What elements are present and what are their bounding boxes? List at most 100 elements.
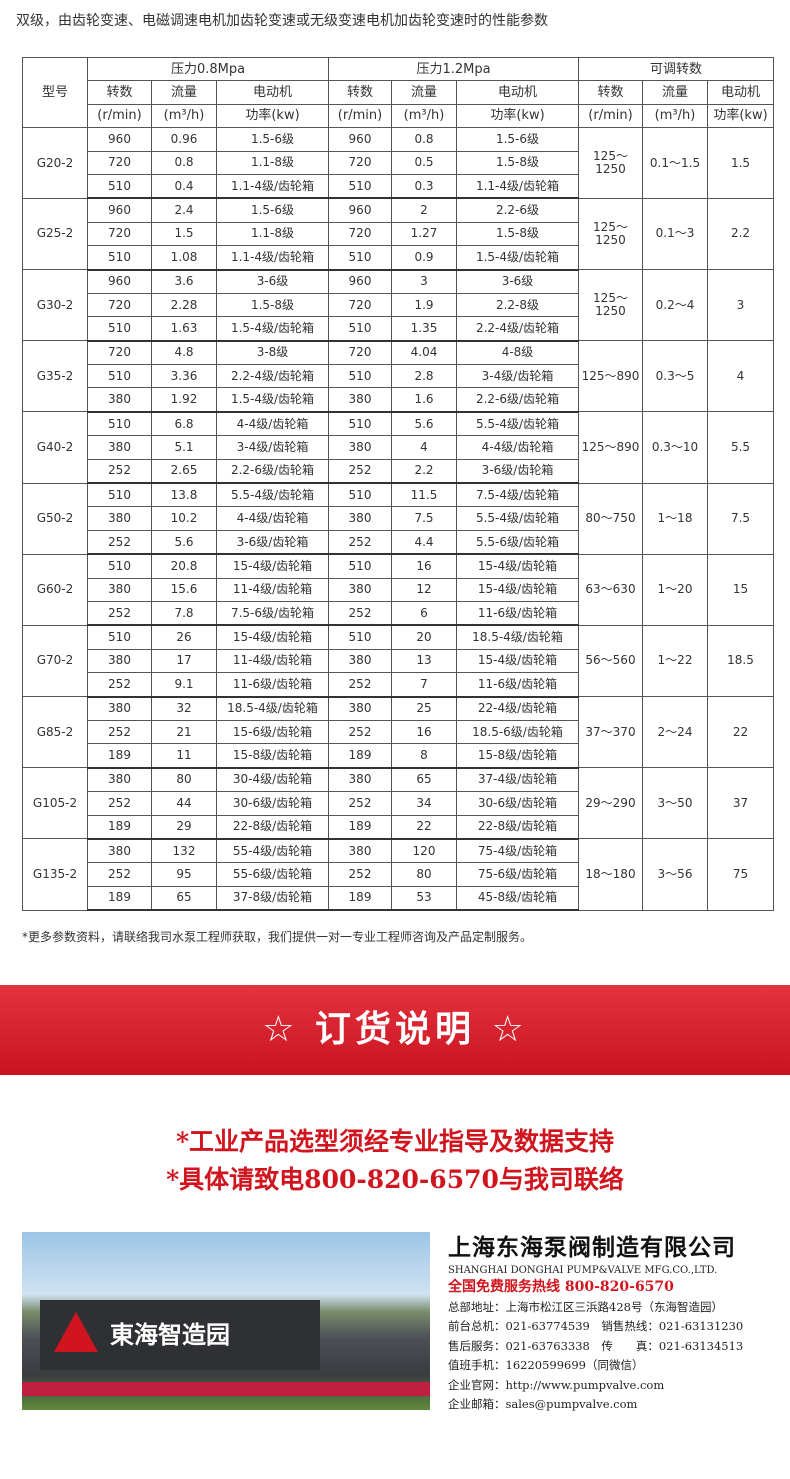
data-cell: 189 (328, 885, 392, 912)
data-cell: 3.36 (151, 364, 217, 389)
table-row: G105-2 380 80 30-4级/齿轮箱 380 65 37-4级/齿轮箱 29～290… (22, 767, 774, 840)
data-cell: 4 (391, 435, 457, 460)
adjustable-cell: 125～1250 (578, 127, 643, 199)
data-cell: 22-8级/齿轮箱 (216, 814, 329, 840)
table-row: 380 1.92 1.5-4级/齿轮箱 380 1.6 2.2-6级/齿轮箱 (23, 387, 774, 413)
data-cell: 20.8 (151, 553, 217, 579)
data-cell: 53 (391, 885, 457, 912)
data-cell: 16 (391, 553, 457, 579)
data-cell: 3.6 (151, 269, 217, 294)
data-cell: 510 (328, 364, 392, 389)
table-row: G70-2 510 26 15-4级/齿轮箱 510 20 18.5-4级/齿轮箱 56～56… (22, 624, 774, 698)
model-cell: G30-2 (22, 269, 88, 342)
contact-line: 企业官网：http://www.pumpvalve.com (448, 1377, 665, 1392)
data-cell: 380 (87, 577, 152, 602)
unit-header: (r/min) (328, 103, 392, 129)
data-cell: 4.4 (391, 529, 457, 556)
data-cell: 252 (87, 672, 152, 698)
model-cell: G35-2 (22, 340, 88, 413)
data-cell: 0.96 (151, 127, 217, 152)
data-cell: 21 (151, 719, 217, 745)
table-row: 252 9.1 11-6级/齿轮箱 252 7 11-6级/齿轮箱 (23, 672, 774, 698)
data-cell: 252 (87, 600, 152, 627)
data-cell: 7.5 (391, 506, 457, 531)
data-cell: 380 (87, 838, 152, 864)
adjustable-cell: 0.1～1.5 (642, 127, 708, 199)
logo-icon (54, 1312, 98, 1352)
adjustable-cell: 3～50 (642, 767, 708, 840)
adjustable-cell: 0.3～5 (642, 340, 708, 413)
data-cell: 380 (87, 387, 152, 413)
data-cell: 380 (328, 838, 392, 864)
contact-line: 值班手机：16220599699（同微信） (448, 1358, 644, 1372)
table-row: G50-2 510 13.8 5.5-4级/齿轮箱 510 11.5 7.5-4级/齿轮箱 8… (22, 482, 774, 555)
column-header: 转数 (578, 80, 643, 105)
table-row: 510 3.36 2.2-4级/齿轮箱 510 2.8 3-4级/齿轮箱 (23, 364, 774, 389)
data-cell: 15-4级/齿轮箱 (456, 648, 579, 674)
data-cell: 1.1-4级/齿轮箱 (216, 173, 329, 200)
data-cell: 252 (328, 791, 392, 816)
adjustable-cell: 125～890 (578, 411, 643, 484)
data-cell: 380 (328, 387, 392, 413)
data-cell: 189 (328, 743, 392, 769)
park-photo: 東海智造园 (22, 1232, 430, 1410)
adjustable-cell: 37 (707, 767, 774, 840)
data-cell: 5.6 (151, 529, 217, 556)
data-cell: 3-6级 (216, 269, 329, 294)
model-cell: G40-2 (22, 411, 88, 484)
data-cell: 15-8级/齿轮箱 (216, 743, 329, 769)
data-cell: 34 (391, 791, 457, 816)
data-cell: 510 (87, 411, 152, 437)
data-cell: 5.6 (391, 411, 457, 437)
performance-table: 型号 压力0.8Mpa 压力1.2Mpa 可调转数 转数 流量 电动机 转数 流量 电动机… (22, 56, 774, 912)
data-cell: 1.5-8级 (456, 150, 579, 175)
column-header: 流量 (151, 80, 217, 105)
data-cell: 510 (87, 316, 152, 342)
data-cell: 26 (151, 624, 217, 650)
adjustable-cell: 56～560 (578, 624, 643, 698)
data-cell: 380 (328, 767, 392, 793)
table-row: 189 65 37-8级/齿轮箱 189 53 45-8级/齿轮箱 (23, 885, 774, 912)
data-cell: 55-4级/齿轮箱 (216, 838, 329, 864)
table-row: 720 1.5 1.1-8级 720 1.27 1.5-8级 (23, 221, 774, 247)
table-row: 252 7.8 7.5-6级/齿轮箱 252 6 11-6级/齿轮箱 (23, 600, 774, 627)
data-cell: 4.8 (151, 340, 217, 366)
data-cell: 11 (151, 743, 217, 769)
data-cell: 510 (87, 173, 152, 200)
data-cell: 29 (151, 814, 217, 840)
adjustable-cell: 15 (707, 553, 774, 626)
data-cell: 44 (151, 791, 217, 816)
data-cell: 2.65 (151, 458, 217, 485)
model-cell: G20-2 (22, 127, 88, 199)
adjustable-cell: 0.2～4 (642, 269, 708, 342)
data-cell: 1.1-8级 (216, 150, 329, 175)
data-cell: 720 (87, 292, 152, 318)
adjustable-cell: 75 (707, 838, 774, 911)
table-row: G60-2 510 20.8 15-4级/齿轮箱 510 16 15-4级/齿轮箱 63～63… (22, 553, 774, 626)
adjustable-cell: 4 (707, 340, 774, 413)
model-cell: G25-2 (22, 197, 88, 271)
adjustable-cell: 80～750 (578, 482, 643, 555)
contact-line: 售后服务：021-63763338 传 真：021-63134513 (448, 1338, 744, 1353)
data-cell: 252 (328, 719, 392, 745)
data-cell: 510 (328, 553, 392, 579)
model-cell: G105-2 (22, 767, 88, 840)
data-cell: 380 (87, 767, 152, 793)
data-cell: 11-4级/齿轮箱 (216, 577, 329, 602)
model-cell: G70-2 (22, 624, 88, 698)
data-cell: 1.1-8级 (216, 221, 329, 247)
data-cell: 252 (87, 719, 152, 745)
table-row: 252 44 30-6级/齿轮箱 252 34 30-6级/齿轮箱 (23, 791, 774, 816)
data-cell: 13 (391, 648, 457, 674)
data-cell: 55-6级/齿轮箱 (216, 862, 329, 887)
table-row: G40-2 510 6.8 4-4级/齿轮箱 510 5.6 5.5-4级/齿轮箱 125～8… (22, 411, 774, 484)
data-cell: 1.5 (151, 221, 217, 247)
data-cell: 252 (87, 791, 152, 816)
data-cell: 0.8 (391, 127, 457, 152)
data-cell: 380 (328, 577, 392, 602)
company-name-en: SHANGHAI DONGHAI PUMP&VALVE MFG.CO.,LTD. (448, 1265, 718, 1276)
data-cell: 4-4级/齿轮箱 (456, 435, 579, 460)
adjustable-cell: 2.2 (707, 197, 774, 271)
column-header: 流量 (391, 80, 457, 105)
data-cell: 2.4 (151, 197, 217, 223)
